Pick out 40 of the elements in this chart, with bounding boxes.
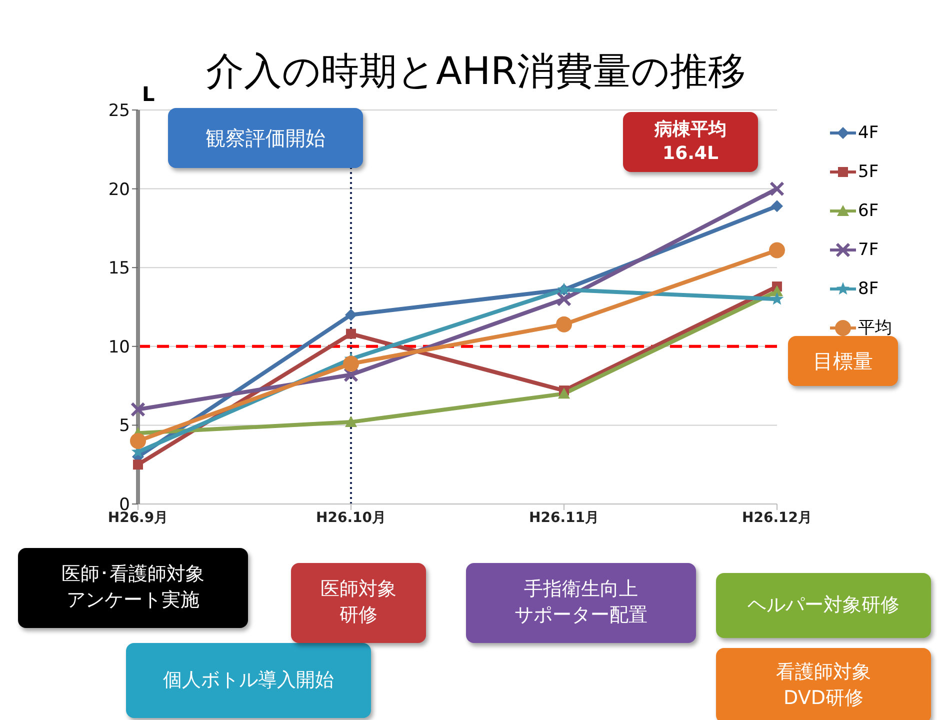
point [770, 181, 784, 196]
legend-label: 8F [858, 278, 879, 298]
y-tick-label: 15 [108, 258, 130, 279]
point [133, 460, 143, 470]
y-tick-label: 10 [108, 337, 130, 358]
point [130, 402, 146, 417]
y-tick-label: 20 [108, 180, 130, 200]
callout: 手指衛生向上サポーター配置 [466, 563, 696, 643]
callout: 医師･看護師対象アンケート実施 [18, 548, 248, 628]
point [344, 367, 358, 382]
callout: ヘルパー対象研修 [716, 573, 931, 638]
point [345, 308, 357, 321]
point [343, 356, 359, 372]
point [771, 200, 783, 212]
point [556, 316, 572, 332]
x-tick-label: H26.10月 [316, 510, 386, 526]
y-axis-title: L [142, 82, 155, 106]
legend-label: 6F [858, 200, 879, 220]
callout: 看護師対象 DVD研修 [716, 648, 931, 720]
point [130, 432, 146, 449]
callout: 病棟平均 16.4L [623, 112, 758, 172]
point [558, 388, 570, 399]
x-tick-label: H26.11月 [529, 510, 599, 526]
chart-title: 介入の時期とAHR消費量の推移 [206, 49, 746, 93]
callout: 目標量 [788, 336, 898, 386]
y-tick-label: 5 [119, 416, 130, 436]
y-tick-label: 25 [108, 101, 130, 122]
legend-label: 4F [858, 122, 879, 142]
point [346, 328, 356, 339]
legend-label: 平均 [858, 317, 892, 339]
callout: 観察評価開始 [168, 108, 363, 168]
point [769, 242, 785, 258]
point [345, 416, 357, 428]
x-tick-label: H26.12月 [742, 510, 812, 526]
point [556, 292, 572, 307]
callout: 個人ボトル導入開始 [126, 643, 371, 718]
legend-label: 5F [858, 162, 879, 182]
point [770, 292, 784, 305]
callout: 医師対象研修 [291, 563, 426, 643]
legend-label: 7F [858, 240, 879, 260]
